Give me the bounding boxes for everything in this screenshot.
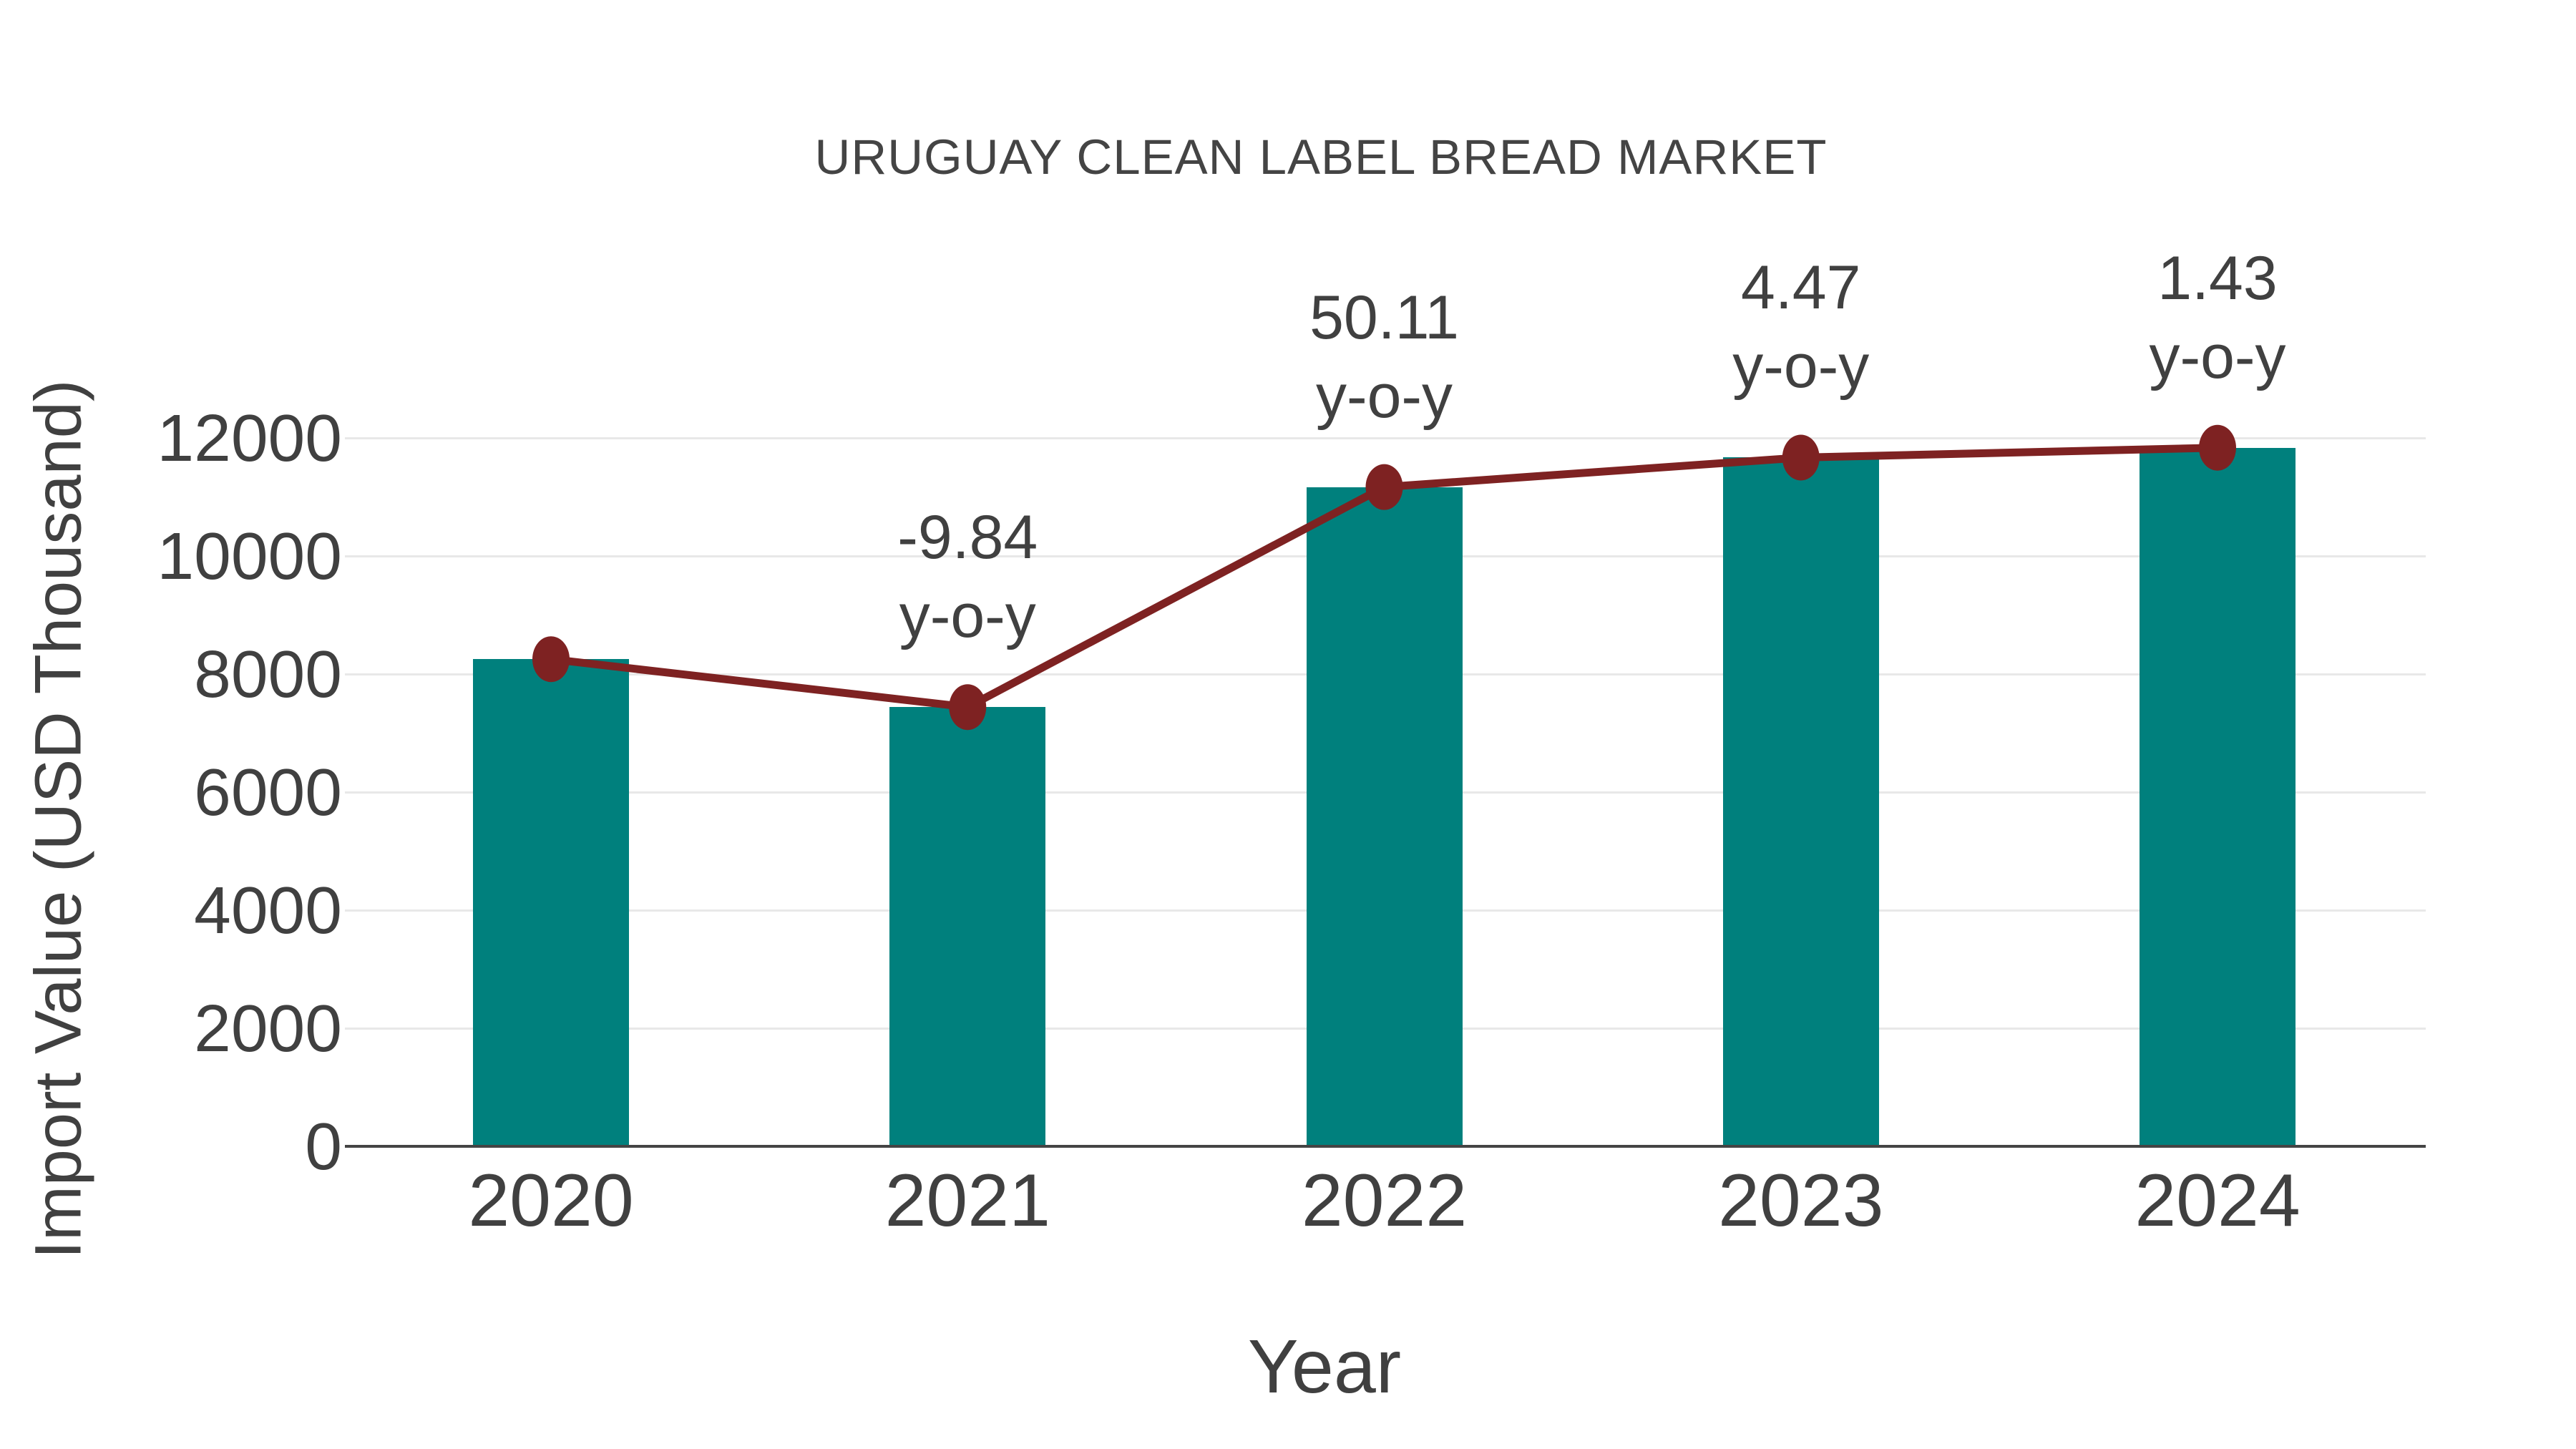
- x-tick-label-2020: 2020: [468, 1159, 634, 1242]
- y-axis-title: Import Value (USD Thousand): [21, 379, 95, 1259]
- y-tick-label-10000: 10000: [157, 519, 342, 593]
- annotation-2021: -9.84 y-o-y: [897, 498, 1038, 655]
- bar-2024: [2140, 447, 2296, 1146]
- annotation-value: 1.43: [2157, 243, 2278, 313]
- y-tick-label-4000: 4000: [194, 873, 342, 947]
- x-tick-label-2024: 2024: [2135, 1159, 2301, 1242]
- bar-2022: [1306, 487, 1463, 1146]
- bar-2021: [889, 707, 1046, 1146]
- x-axis-line: [345, 1145, 2426, 1148]
- y-tick-label-12000: 12000: [157, 401, 342, 475]
- annotation-2024: 1.43 y-o-y: [2149, 239, 2285, 396]
- annotation-value: 4.47: [1741, 253, 1861, 323]
- gridline-12000: [345, 436, 2426, 439]
- annotation-unit: y-o-y: [2149, 322, 2286, 391]
- x-tick-label-2022: 2022: [1301, 1159, 1468, 1242]
- x-axis-title: Year: [1247, 1324, 1402, 1409]
- y-tick-label-6000: 6000: [194, 755, 342, 829]
- annotation-unit: y-o-y: [1732, 332, 1870, 401]
- x-tick-label-2021: 2021: [884, 1159, 1050, 1242]
- y-tick-label-8000: 8000: [194, 637, 342, 711]
- y-tick-label-2000: 2000: [194, 991, 342, 1065]
- annotation-value: -9.84: [897, 503, 1038, 572]
- x-tick-label-2023: 2023: [1718, 1159, 1884, 1242]
- annotation-value: 50.11: [1309, 283, 1459, 352]
- bar-2020: [473, 659, 629, 1146]
- bar-2023: [1722, 457, 1879, 1146]
- annotation-2023: 4.47 y-o-y: [1732, 248, 1869, 406]
- annotation-unit: y-o-y: [1315, 361, 1453, 431]
- annotation-2022: 50.11 y-o-y: [1309, 278, 1459, 436]
- chart-title: URUGUAY CLEAN LABEL BREAD MARKET: [814, 130, 1828, 185]
- annotation-unit: y-o-y: [899, 582, 1036, 651]
- y-tick-label-0: 0: [305, 1109, 342, 1184]
